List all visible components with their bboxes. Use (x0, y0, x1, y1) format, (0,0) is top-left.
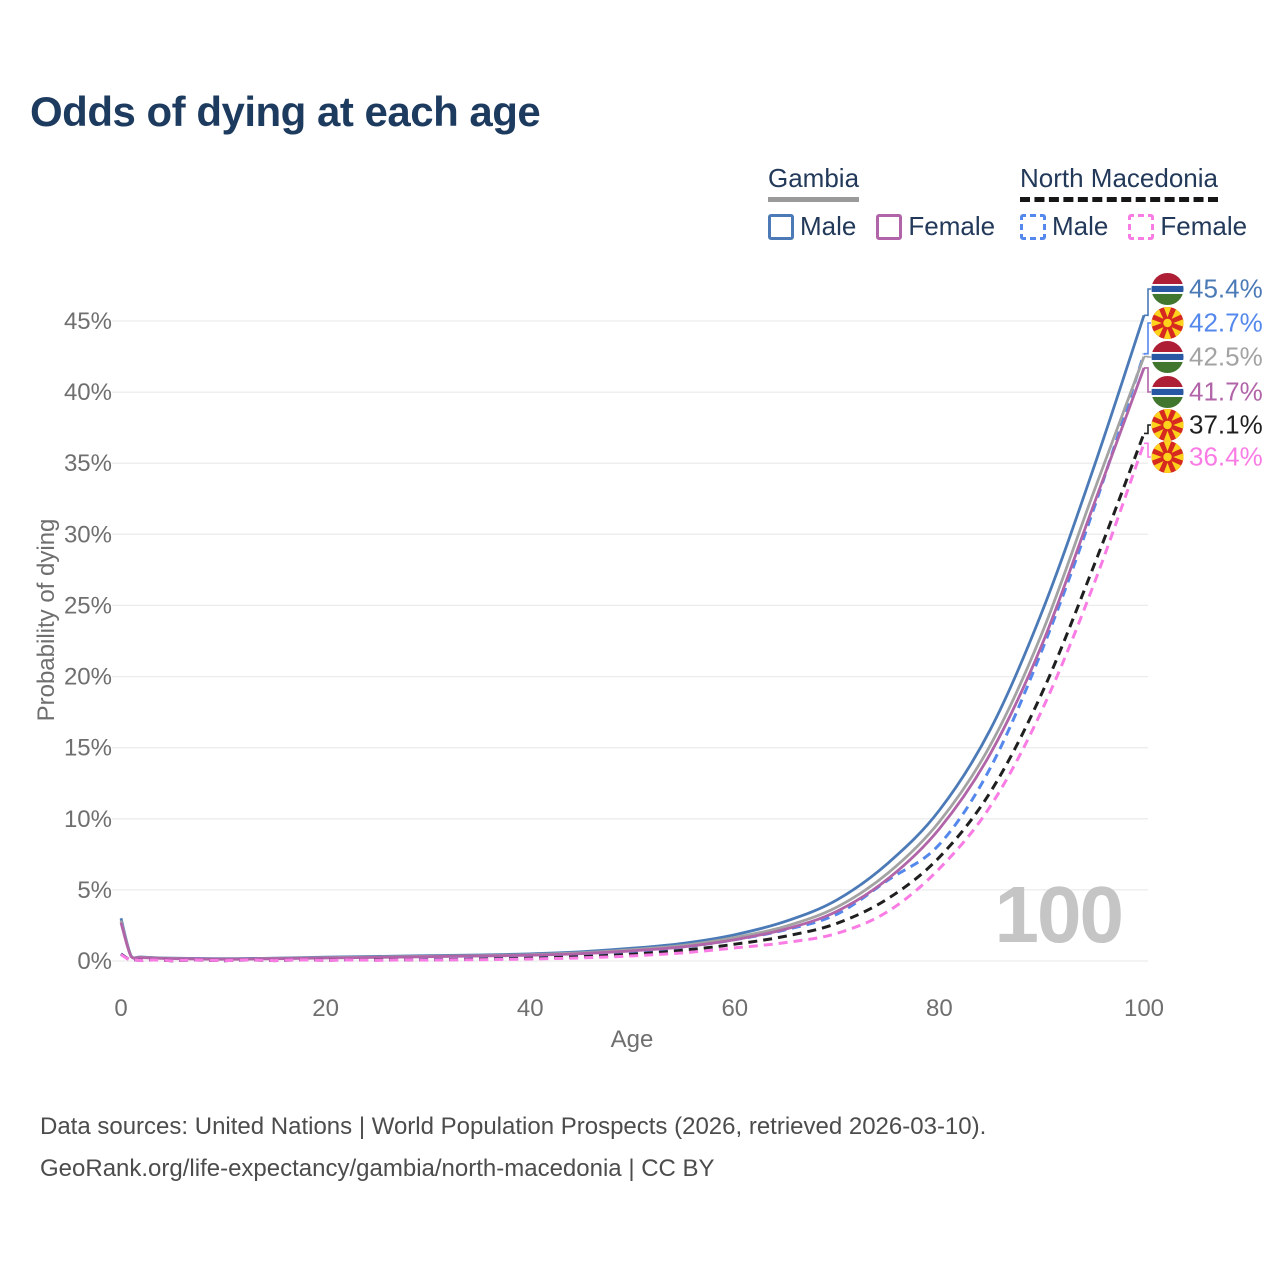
x-tick-label: 20 (312, 995, 339, 1022)
end-label-connector (1144, 288, 1151, 317)
end-label-value: 42.5% (1189, 341, 1263, 372)
x-tick-label: 80 (926, 995, 953, 1022)
north-macedonia-flag-icon (1151, 440, 1184, 474)
end-label-value: 45.4% (1189, 273, 1263, 304)
legend-group-gambia: Gambia Male Female (768, 163, 995, 242)
end-label-value: 37.1% (1189, 409, 1263, 440)
legend-group-gambia-header: Gambia (768, 163, 860, 202)
end-label-connector (1144, 442, 1151, 458)
x-tick-label: 40 (517, 995, 544, 1022)
y-tick-label: 30% (64, 521, 112, 548)
legend-group-north-macedonia: North Macedonia Male Female (1020, 163, 1247, 242)
y-tick-label: 25% (64, 592, 112, 619)
series-line-north-macedonia-female (120, 442, 1146, 963)
series-line-north-macedonia-all (120, 432, 1146, 963)
x-tick-label: 0 (114, 995, 127, 1022)
series-line-gambia-all (119, 356, 1146, 961)
end-label-value: 42.7% (1189, 307, 1263, 338)
legend-country-north-macedonia: North Macedonia (1020, 163, 1218, 193)
y-axis-title: Probability of dying (33, 518, 60, 722)
end-label-connector (1144, 322, 1151, 355)
x-tick-label: 100 (1124, 995, 1164, 1022)
gambia-flag-icon (1151, 272, 1184, 306)
watermark-text: 100 (995, 870, 1122, 959)
legend-item-north-macedonia-female[interactable]: Female (1128, 211, 1247, 242)
series-line-north-macedonia-male (120, 353, 1146, 963)
end-label-connector (1144, 424, 1151, 435)
end-label-row: 36.4% (1151, 440, 1263, 474)
end-label-row: 45.4% (1151, 272, 1263, 306)
x-axis-title: Age (610, 1026, 654, 1053)
end-label-row: 37.1% (1151, 408, 1263, 442)
page-title: Odds of dying at each age (30, 88, 541, 135)
legend-item-north-macedonia-male[interactable]: Male (1020, 211, 1108, 242)
footer: Data sources: United Nations | World Pop… (40, 1106, 986, 1190)
end-label-row: 41.7% (1151, 375, 1263, 409)
series-line-gambia-female (119, 367, 1146, 961)
north-macedonia-female-swatch-icon (1128, 213, 1155, 240)
end-label-row: 42.5% (1151, 340, 1263, 374)
end-label-value: 36.4% (1189, 441, 1263, 472)
x-tick-label: 60 (721, 995, 748, 1022)
legend-item-label: Male (1052, 211, 1109, 241)
footer-data-sources: Data sources: United Nations | World Pop… (40, 1113, 987, 1140)
legend-item-label: Female (1160, 211, 1248, 241)
gambia-male-swatch-icon (768, 213, 794, 240)
y-tick-label: 35% (64, 450, 112, 477)
y-tick-label: 10% (64, 806, 112, 833)
legend-item-gambia-male[interactable]: Male (768, 211, 856, 242)
legend-country-gambia: Gambia (768, 163, 860, 193)
gambia-solid-line-sample (768, 197, 860, 202)
north-macedonia-flag-icon (1151, 408, 1184, 442)
end-label-connector (1144, 367, 1151, 393)
y-tick-label: 15% (64, 735, 112, 762)
y-tick-label: 45% (64, 308, 112, 335)
series-line-gambia-male (119, 314, 1146, 961)
legend-items-north-macedonia: Male Female (1020, 211, 1247, 242)
legend-items-gambia: Male Female (768, 211, 995, 242)
gambia-female-swatch-icon (876, 213, 903, 240)
legend-item-gambia-female[interactable]: Female (876, 211, 995, 242)
legend-item-label: Female (908, 211, 996, 241)
north-macedonia-flag-icon (1151, 306, 1184, 340)
end-label-value: 41.7% (1189, 376, 1263, 407)
north-macedonia-dashed-line-sample (1020, 197, 1218, 202)
legend-item-label: Male (800, 211, 857, 241)
gambia-flag-icon (1151, 340, 1184, 374)
gambia-flag-icon (1151, 375, 1184, 409)
legend-group-north-macedonia-header: North Macedonia (1020, 163, 1218, 202)
footer-attribution: GeoRank.org/life-expectancy/gambia/north… (40, 1155, 715, 1182)
y-tick-label: 0% (77, 948, 112, 975)
end-label-row: 42.7% (1151, 306, 1263, 340)
y-tick-label: 20% (64, 664, 112, 691)
y-tick-label: 40% (64, 379, 112, 406)
y-tick-label: 5% (77, 877, 112, 904)
north-macedonia-male-swatch-icon (1020, 213, 1046, 240)
